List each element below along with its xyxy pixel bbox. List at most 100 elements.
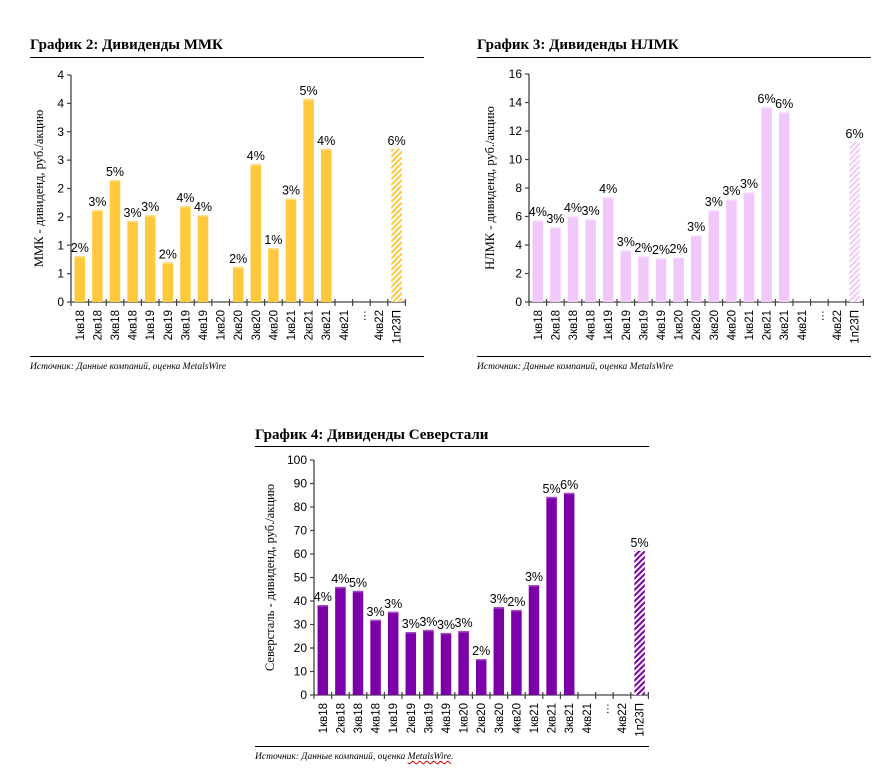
y-tick-label: 30 (294, 618, 308, 632)
bar (440, 632, 452, 695)
data-label: 3% (384, 597, 402, 611)
y-tick-label: 40 (294, 594, 308, 608)
bar-highlight (232, 266, 244, 269)
bar-highlight (127, 220, 138, 223)
x-tick-label: 1кв19 (603, 310, 615, 340)
data-label: 2% (634, 241, 652, 255)
x-tick-label: 4кв21 (339, 310, 351, 340)
bar (458, 631, 469, 695)
y-tick-label: 90 (294, 477, 308, 491)
data-label: 3% (282, 184, 300, 198)
data-label: 4% (317, 134, 335, 148)
x-tick-label: 3кв20 (709, 310, 721, 340)
y-tick-label: 100 (287, 453, 307, 467)
y-axis-title: Северсталь - дивиденд, руб./акцию (263, 484, 277, 671)
y-tick-label: 4 (515, 238, 522, 252)
data-label: 6% (388, 134, 406, 148)
bar-highlight (638, 255, 649, 258)
bar (493, 607, 505, 695)
bar-highlight (405, 632, 417, 634)
data-label: 4% (529, 205, 547, 219)
data-label: 5% (631, 536, 649, 550)
x-tick-label: 1кв20 (216, 310, 228, 340)
bar (74, 256, 86, 302)
data-label: 3% (419, 615, 437, 629)
chart-svg-severstal: 0 10 20 30 40 50 60 70 80 90 100 Северсталь - дивид… (263, 453, 649, 737)
y-tick-label: 4 (57, 96, 64, 110)
x-tick-label: 2кв18 (335, 703, 347, 733)
bar-highlight (532, 220, 544, 222)
y-tick-label: 14 (509, 96, 523, 110)
data-label: 3% (582, 204, 600, 218)
bar (317, 604, 329, 695)
bar (268, 248, 279, 302)
bar-highlight (144, 215, 156, 217)
data-label: 3% (740, 177, 758, 191)
bar (423, 629, 434, 695)
x-tick-label: 2кв20 (691, 310, 703, 340)
bar (352, 590, 364, 695)
bar (567, 215, 579, 302)
bar (585, 219, 596, 302)
y-tick-label: 80 (294, 500, 308, 514)
x-tick-label: 3кв18 (110, 310, 122, 340)
x-tick-label: 2кв18 (92, 310, 104, 340)
bar-highlight (511, 609, 522, 612)
bar (690, 235, 702, 302)
y-tick-label: 70 (294, 524, 308, 538)
bar-highlight (423, 629, 434, 632)
bar-highlight (317, 604, 329, 607)
x-tick-label: 3кв20 (251, 310, 263, 340)
x-tick-label: 4кв22 (832, 310, 844, 340)
y-tick-label: 20 (294, 641, 308, 655)
data-label: 2% (670, 242, 688, 256)
chart-source-severstal: Источник: Данные компаний, оценка Metals… (255, 752, 454, 762)
bar (405, 632, 417, 695)
x-tick-label: 2кв19 (406, 703, 418, 733)
data-label: 4% (314, 590, 332, 604)
bar (303, 98, 314, 303)
x-tick-label: 1кв21 (286, 310, 298, 340)
bar-highlight (620, 249, 632, 252)
bar-highlight (550, 227, 561, 229)
y-tick-label: 2 (57, 182, 64, 196)
bar (673, 256, 684, 302)
y-tick-label: 2 (57, 210, 64, 224)
bar (528, 585, 540, 695)
x-tick-label: 4кв21 (582, 703, 594, 733)
source-text: Источник: Данные компаний, оценка (255, 752, 408, 762)
bar-highlight (285, 198, 297, 201)
data-label: 2% (71, 241, 89, 255)
bar-highlight (743, 191, 755, 194)
y-tick-label: 4 (57, 68, 64, 82)
x-tick-label: 4кв18 (586, 310, 598, 340)
data-label: 2% (229, 252, 247, 266)
bar-highlight (162, 262, 174, 264)
x-tick-label: 4кв19 (198, 310, 210, 340)
bar-highlight (250, 164, 262, 166)
x-tick-label: 2кв21 (547, 703, 559, 733)
data-label: 3% (124, 206, 142, 220)
source-rule-mmk (30, 356, 424, 357)
data-label: 4% (564, 201, 582, 215)
bar-highlight (585, 219, 596, 221)
bar (563, 492, 575, 695)
x-tick-label: 4кв22 (374, 310, 386, 340)
x-tick-label: 2кв18 (550, 310, 562, 340)
x-tick-label: … (599, 703, 611, 715)
data-label: 5% (543, 482, 561, 496)
x-tick-label: 4кв18 (128, 310, 140, 340)
data-label: 5% (106, 165, 124, 179)
bar (162, 262, 174, 302)
y-tick-label: 1 (57, 267, 64, 281)
bar-highlight (726, 198, 737, 201)
bar (232, 266, 244, 302)
data-label: 6% (846, 127, 864, 141)
bar-highlight (493, 607, 505, 609)
bar-highlight (655, 257, 667, 260)
bar-highlight (567, 215, 579, 218)
x-tick-label: 1кв21 (744, 310, 756, 340)
data-label: 3% (402, 617, 420, 631)
x-tick-label: 3кв18 (568, 310, 580, 340)
data-label: 4% (599, 182, 617, 196)
